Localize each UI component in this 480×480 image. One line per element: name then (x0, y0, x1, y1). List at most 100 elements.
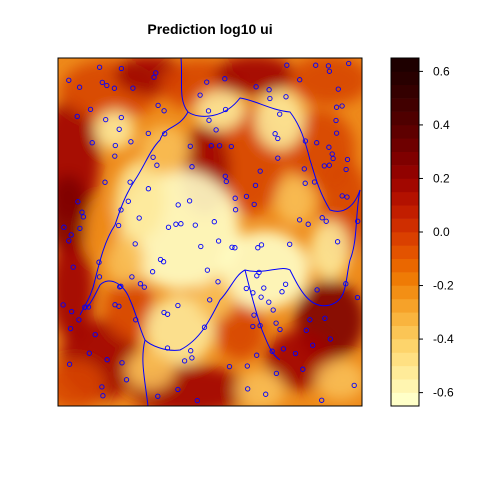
sample-point (145, 130, 151, 137)
sample-point (313, 62, 319, 68)
sample-point (189, 164, 195, 170)
sample-point (343, 281, 349, 287)
sample-point (302, 180, 308, 186)
sample-point (76, 84, 83, 90)
heat-blob (58, 360, 105, 406)
sample-point (189, 355, 195, 361)
heat-blob (145, 295, 215, 365)
sample-point (154, 162, 160, 168)
sample-point (194, 397, 200, 404)
sample-point (118, 207, 124, 213)
sample-point (215, 238, 222, 244)
sample-point (162, 131, 168, 137)
sample-point (251, 312, 257, 318)
sample-point (111, 85, 118, 91)
sample-point (269, 348, 275, 354)
sample-point (244, 363, 250, 369)
sample-point (256, 269, 262, 276)
colorbar-segment (391, 245, 419, 260)
colorbar-segment (391, 365, 419, 380)
sample-point (211, 219, 217, 225)
sample-point (344, 194, 350, 200)
sample-point (333, 104, 340, 110)
colorbar-segment (391, 392, 419, 407)
sample-point (115, 222, 122, 229)
sample-point (301, 166, 307, 172)
heat-blob (105, 235, 145, 285)
colorbar-segment (391, 352, 419, 367)
sample-point (175, 302, 181, 309)
sample-point (311, 179, 318, 185)
sample-point (68, 232, 74, 238)
colorbar-ticks: 0.6 0.4 0.2 0.0 -0.2 -0.4 -0.6 (419, 64, 454, 400)
boundary-line (79, 111, 189, 316)
sample-points (60, 60, 361, 404)
sample-point (339, 103, 345, 109)
sample-point (99, 79, 105, 86)
colorbar-segment (391, 58, 419, 72)
heat-blob (275, 175, 315, 225)
sample-point (118, 65, 125, 72)
sample-point (66, 238, 72, 244)
sample-point (198, 243, 204, 250)
sample-point (76, 317, 82, 323)
sample-point (141, 284, 147, 290)
sample-point (255, 245, 261, 251)
sample-point (257, 168, 263, 174)
sample-point (104, 357, 110, 363)
sample-point (201, 324, 208, 330)
sample-point (75, 199, 81, 205)
colorbar-segment (391, 111, 419, 126)
sample-point (272, 131, 278, 137)
heat-blob (125, 350, 175, 390)
sample-point (334, 239, 341, 245)
sample-point (314, 287, 320, 293)
chart-title: Prediction log10 ui (147, 21, 273, 37)
sample-point (129, 274, 135, 280)
sample-point (222, 76, 228, 82)
sample-point (128, 139, 134, 145)
heat-blob (140, 125, 190, 175)
sample-point (192, 222, 198, 228)
heat-blob (255, 90, 305, 150)
sample-point (186, 198, 193, 204)
sample-point (223, 178, 229, 185)
heat-field (58, 58, 362, 406)
sample-point (284, 62, 290, 68)
colorbar-tick-label: -0.4 (433, 332, 454, 346)
sample-point (283, 94, 289, 100)
sample-point (116, 303, 122, 309)
colorbar (390, 57, 420, 407)
heat-blob (95, 110, 135, 150)
colorbar-tick-label: 0.0 (433, 225, 450, 239)
sample-point (346, 60, 352, 67)
sample-point (123, 377, 130, 383)
sample-point (116, 126, 122, 132)
sample-point (275, 135, 281, 142)
sample-point (245, 386, 251, 392)
heat-blob (195, 280, 235, 320)
sample-point (354, 294, 361, 301)
sample-point (187, 143, 193, 149)
sample-point (119, 360, 125, 366)
colorbar-segment (391, 325, 419, 340)
sample-point (266, 299, 272, 305)
sample-point (133, 317, 139, 323)
sample-point (270, 307, 276, 313)
sample-point (273, 370, 280, 377)
sample-point (263, 391, 269, 397)
sample-point (112, 153, 118, 159)
sample-point (79, 209, 85, 215)
colorbar-tick-label: 0.4 (433, 118, 450, 132)
sample-point (197, 92, 203, 98)
colorbar-tick-label: -0.2 (433, 279, 454, 293)
sample-point (282, 281, 289, 287)
sample-point (252, 182, 259, 189)
sample-point (343, 166, 349, 173)
colorbar-segment (391, 71, 419, 86)
sample-point (67, 325, 74, 332)
sample-point (204, 79, 210, 85)
sample-point (277, 326, 283, 333)
sample-point (82, 304, 88, 310)
boundary-line (142, 339, 149, 406)
